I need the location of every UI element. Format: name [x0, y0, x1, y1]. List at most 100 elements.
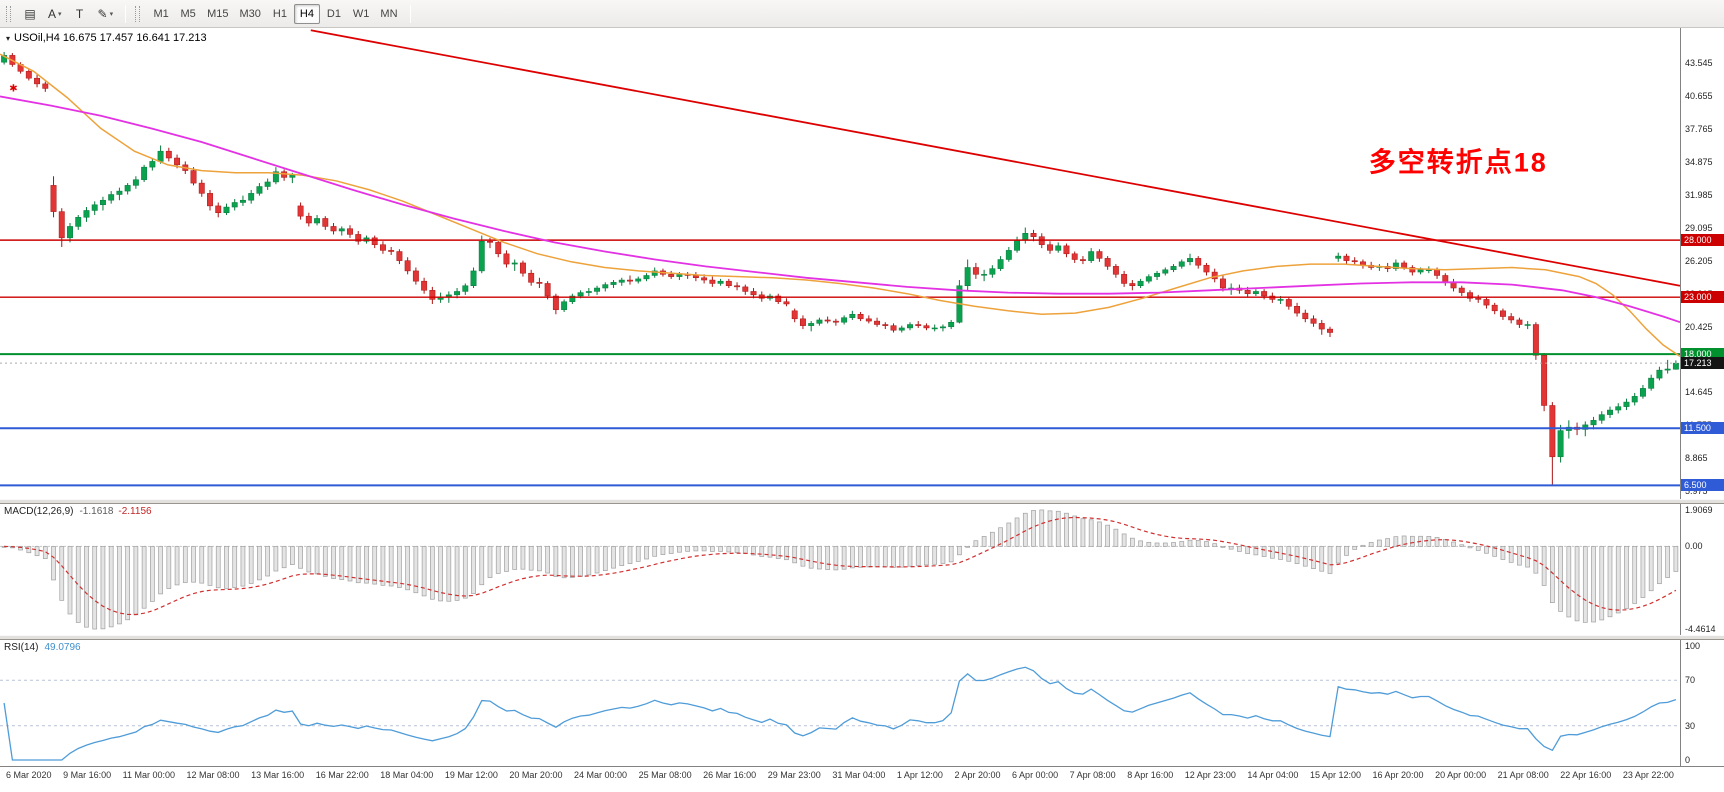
date-label: 16 Mar 22:00 [315, 770, 369, 780]
timeframe-button-mn[interactable]: MN [375, 4, 402, 24]
date-label: 13 Mar 16:00 [251, 770, 305, 780]
date-label: 15 Apr 12:00 [1309, 770, 1361, 780]
rsi-canvas[interactable]: RSI(14) 49.0796 [0, 640, 1680, 766]
drawing-tool-button-glyph: ✎ [97, 6, 108, 21]
price-tick-label: 34.875 [1685, 156, 1713, 167]
toolbar-grip-2[interactable] [135, 5, 141, 22]
chart-annotation-text[interactable]: 多空转折点18 [1368, 147, 1548, 178]
price-tick-label: 26.205 [1685, 255, 1713, 266]
sell-marker: ✱ [9, 83, 17, 94]
panel-splitter-macd[interactable] [0, 499, 1724, 504]
price-tick-label: 29.095 [1685, 222, 1713, 233]
date-label: 9 Mar 16:00 [63, 770, 112, 780]
date-label: 18 Mar 04:00 [380, 770, 434, 780]
dropdown-caret-icon: ▾ [58, 10, 62, 18]
macd-chart[interactable] [0, 504, 1680, 635]
date-label: 20 Mar 20:00 [509, 770, 563, 780]
timeframe-button-w1[interactable]: W1 [348, 4, 375, 24]
rsi-panel: RSI(14) 49.0796 100 70 30 0 [0, 640, 1724, 766]
rsi-chart[interactable] [0, 640, 1680, 766]
moving-average-line [0, 53, 1680, 358]
chart-list-icon[interactable]: ▤ [19, 3, 41, 24]
date-label: 26 Mar 16:00 [703, 770, 757, 780]
rsi-tick-label: 0 [1685, 755, 1691, 765]
date-label: 8 Apr 16:00 [1127, 770, 1174, 780]
toolbar: ▤ A ▾ T ✎ ▾ M1 M5 M15 M30 H1 H4 D1 W1 MN [0, 0, 1724, 28]
date-label: 6 Mar 2020 [6, 770, 52, 780]
level-price-tag: 23.000 [1681, 291, 1724, 304]
rsi-tick-label: 30 [1685, 720, 1696, 731]
chart-collapse-icon[interactable]: ▾ [6, 33, 11, 43]
rsi-line [3, 666, 1677, 761]
macd-axis[interactable]: 1.9069 0.00 -4.4614 [1680, 504, 1724, 635]
level-price-tag: 6.500 [1681, 479, 1724, 492]
toolbar-tools-group: ▤ A ▾ T ✎ ▾ [19, 3, 118, 24]
date-label: 31 Mar 04:00 [832, 770, 886, 780]
level-price-tag: 28.000 [1681, 234, 1724, 247]
timeframe-button-h4[interactable]: H4 [293, 3, 320, 24]
chart-title: ▾ USOil,H4 16.675 17.457 16.641 17.213 [6, 32, 207, 44]
price-tick-label: 8.865 [1685, 453, 1708, 464]
current-price-tag: 17.213 [1681, 357, 1724, 370]
macd-signal-line [4, 516, 1677, 616]
rsi-header: RSI(14) 49.0796 [4, 642, 81, 653]
level-price-tag: 11.500 [1681, 422, 1724, 435]
rsi-tick-label: 100 [1685, 641, 1701, 651]
chart-list-icon-glyph: ▤ [24, 6, 36, 21]
macd-label: MACD(12,26,9) [4, 506, 74, 517]
text-tool-button[interactable]: T [69, 3, 91, 24]
price-tick-label: 37.765 [1685, 123, 1713, 134]
price-tick-label: 40.655 [1685, 90, 1713, 101]
moving-average-line [0, 95, 1680, 324]
date-label: 14 Apr 04:00 [1247, 770, 1299, 780]
date-label: 16 Apr 20:00 [1372, 770, 1424, 780]
font-tool-button[interactable]: A ▾ [43, 3, 67, 24]
macd-header: MACD(12,26,9) -1.1618 -2.1156 [4, 506, 152, 517]
date-label: 21 Apr 08:00 [1497, 770, 1549, 780]
text-tool-button-glyph: T [75, 6, 84, 21]
toolbar-separator-2 [409, 4, 411, 23]
date-label: 23 Apr 22:00 [1622, 770, 1674, 780]
price-axis[interactable]: 43.545 40.655 37.765 34.875 31.985 29.095 26.2… [1680, 28, 1724, 499]
main-chart-panel: ✱ ▾ USOil,H4 16.675 17.457 16.641 17.213… [0, 28, 1724, 499]
toolbar-grip[interactable] [6, 5, 11, 22]
timeframe-button-d1[interactable]: D1 [321, 4, 347, 24]
date-label: 6 Apr 00:00 [1012, 770, 1059, 780]
date-label: 20 Apr 00:00 [1435, 770, 1487, 780]
rsi-value: 49.0796 [44, 642, 81, 653]
timeframe-button-m15[interactable]: M15 [202, 4, 233, 24]
timeframe-button-m30[interactable]: M30 [235, 4, 266, 24]
font-tool-button-glyph: A [48, 6, 57, 21]
macd-tick-label: 0.00 [1685, 541, 1703, 552]
time-axis[interactable]: 6 Mar 2020 9 Mar 16:00 11 Mar 00:00 12 Mar … [0, 766, 1680, 792]
date-label: 12 Mar 08:00 [186, 770, 240, 780]
timeframe-button-m5[interactable]: M5 [175, 4, 201, 24]
price-tick-label: 31.985 [1685, 189, 1713, 200]
timeframe-button-h1[interactable]: H1 [267, 4, 293, 24]
axis-corner [1680, 766, 1724, 792]
date-label: 1 Apr 12:00 [896, 770, 943, 780]
date-label: 7 Apr 08:00 [1069, 770, 1116, 780]
rsi-label: RSI(14) [4, 642, 39, 653]
macd-canvas[interactable]: MACD(12,26,9) -1.1618 -2.1156 [0, 504, 1680, 635]
macd-histogram [1, 509, 1679, 630]
dropdown-caret-icon: ▾ [109, 10, 114, 18]
macd-tick-label: 1.9069 [1685, 505, 1713, 515]
date-label: 2 Apr 20:00 [954, 770, 1001, 780]
drawing-tool-button[interactable]: ✎ ▾ [93, 3, 119, 24]
price-tick-label: 14.645 [1685, 387, 1713, 398]
date-label: 22 Apr 16:00 [1560, 770, 1612, 780]
rsi-axis[interactable]: 100 70 30 0 [1680, 640, 1724, 766]
candlestick-chart[interactable]: ✱ [0, 28, 1680, 499]
main-chart-canvas[interactable]: ✱ ▾ USOil,H4 16.675 17.457 16.641 17.213… [0, 28, 1680, 499]
date-label: 19 Mar 12:00 [444, 770, 498, 780]
date-label: 12 Apr 23:00 [1184, 770, 1236, 780]
date-label: 24 Mar 00:00 [574, 770, 628, 780]
macd-signal-value: -2.1156 [118, 506, 152, 517]
timeframe-button-m1[interactable]: M1 [148, 4, 174, 24]
symbol-ohlc-text: USOil,H4 16.675 17.457 16.641 17.213 [14, 32, 207, 44]
toolbar-separator [125, 4, 127, 23]
macd-tick-label: -4.4614 [1685, 624, 1716, 634]
panel-splitter-rsi[interactable] [0, 635, 1724, 640]
